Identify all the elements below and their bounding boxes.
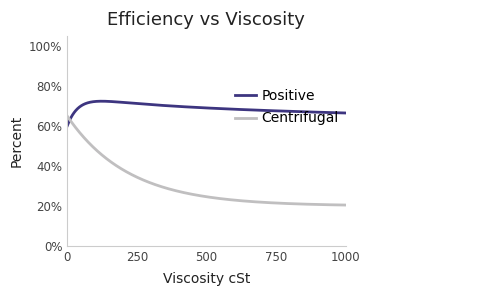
Centrifugal <box>343 203 348 207</box>
Centrifugal <box>64 114 70 118</box>
Y-axis label: Percent: Percent <box>10 115 24 167</box>
Line: Positive: Positive <box>67 101 346 126</box>
Centrifugal <box>335 203 340 207</box>
Positive <box>192 106 198 109</box>
Positive <box>64 124 70 128</box>
Centrifugal <box>192 193 198 197</box>
Legend: Positive, Centrifugal: Positive, Centrifugal <box>235 89 339 125</box>
Line: Centrifugal: Centrifugal <box>67 116 346 205</box>
Title: Efficiency vs Viscosity: Efficiency vs Viscosity <box>108 11 305 29</box>
Centrifugal <box>335 203 340 207</box>
Positive <box>335 111 340 115</box>
Positive <box>79 104 84 107</box>
Centrifugal <box>79 133 84 136</box>
Centrifugal <box>284 202 289 205</box>
Positive <box>284 110 289 113</box>
Positive <box>343 111 348 115</box>
Positive <box>99 99 105 103</box>
Positive <box>335 111 340 115</box>
Centrifugal <box>200 194 205 198</box>
X-axis label: Viscosity cSt: Viscosity cSt <box>163 272 250 286</box>
Positive <box>200 106 205 110</box>
